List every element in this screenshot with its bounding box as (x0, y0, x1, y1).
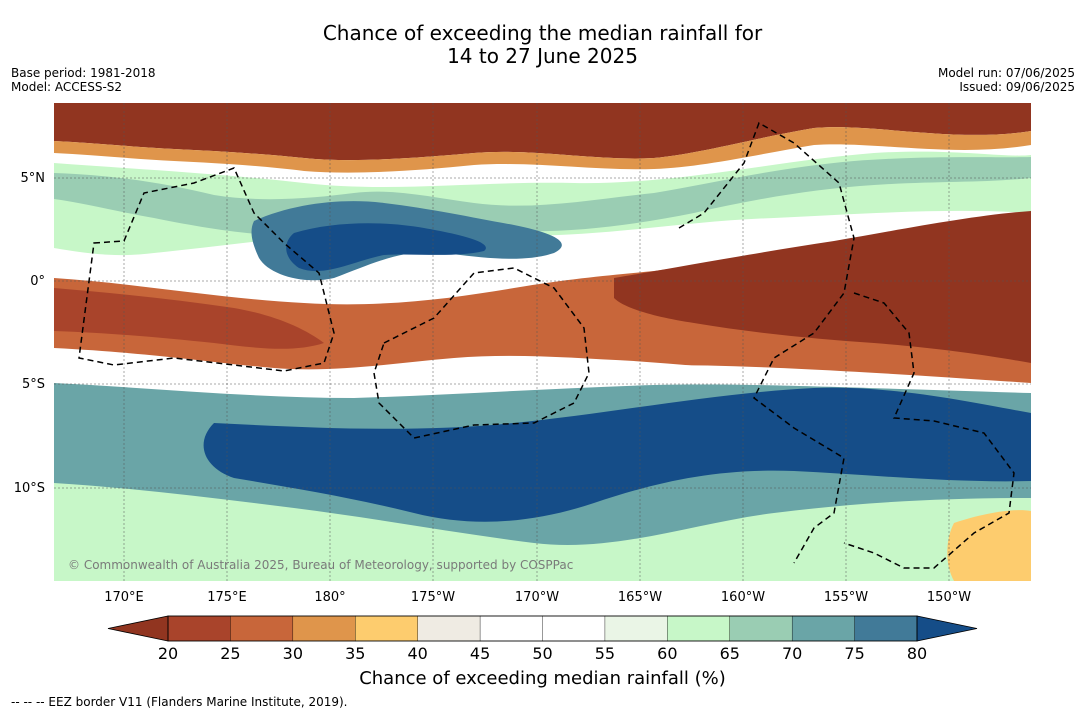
lon-label-160w: 160°W (720, 590, 766, 605)
eez-kiribati-gilbert (78, 167, 335, 372)
colorbar-tick-label: 45 (469, 644, 491, 663)
colorbar-label: Chance of exceeding median rainfall (%) (359, 668, 726, 689)
band-south-green (54, 483, 1031, 581)
lon-label-165w: 165°W (617, 590, 663, 605)
colorbar-tick-label: 60 (657, 644, 678, 663)
lon-label-150w: 150°W (926, 590, 972, 605)
issued-date: Issued: 09/06/2025 (959, 80, 1075, 94)
colorbar-segment (729, 615, 793, 642)
model-run: Model run: 07/06/2025 (937, 66, 1075, 80)
chart-title-line2: 14 to 27 June 2025 (447, 44, 638, 68)
colorbar-segment (417, 615, 481, 642)
lon-label-170e: 170°E (104, 590, 144, 605)
lat-label-0: 0° (30, 274, 45, 289)
meta-left: Base period: 1981-2018 Model: ACCESS-S2 (11, 66, 156, 94)
lon-label-180: 180° (314, 590, 346, 605)
lat-label-5s: 5°S (21, 377, 45, 392)
band-equatorial-darkdry (614, 211, 1031, 363)
colorbar-segment (167, 615, 232, 642)
colorbar-tick-label: 35 (345, 644, 366, 663)
meta-right: Model run: 07/06/2025 Issued: 09/06/2025 (938, 66, 1075, 94)
colorbar-tick-label: 80 (906, 644, 928, 663)
eez-footnote: -- -- -- EEZ border V11 (Flanders Marine… (11, 695, 348, 709)
rainfall-map (54, 103, 1031, 581)
band-north-dry-edge (54, 127, 1031, 173)
colorbar-tick-label: 50 (532, 644, 553, 663)
lat-label-10s: 10°S (13, 481, 45, 496)
colorbar-segment (542, 615, 606, 642)
colorbar-tick-label: 65 (719, 644, 740, 663)
colorbar-segment (479, 615, 544, 642)
lon-label-170w: 170°W (514, 590, 560, 605)
colorbar-segment (791, 615, 856, 642)
colorbar-under-arrow (107, 615, 169, 642)
rainfall-map-svg (54, 103, 1031, 581)
eez-borders (78, 121, 1015, 569)
colorbar-over-arrow (916, 615, 978, 642)
colorbar-tick-label: 20 (157, 644, 179, 663)
colorbar-tick-label: 75 (844, 644, 865, 663)
band-north-deepblue (286, 223, 486, 272)
colorbar-tick-label: 40 (407, 644, 428, 663)
band-equatorial-west-dry (54, 288, 324, 349)
eez-kiribati-phoenix (373, 267, 590, 439)
colorbar-tick-label: 70 (781, 644, 803, 663)
colorbar-segment (604, 615, 669, 642)
band-southeast-dry (947, 510, 1031, 581)
model-name: Model: ACCESS-S2 (11, 80, 123, 94)
lon-label-155w: 155°W (823, 590, 869, 605)
colorbar-frame (167, 615, 918, 642)
lat-label-5n: 5°N (20, 171, 46, 186)
colorbar-segment (667, 615, 731, 642)
colorbar-tick-label: 30 (282, 644, 303, 663)
band-north-dry (54, 103, 1031, 161)
colorbar-segment (292, 615, 356, 642)
graticule (54, 103, 1031, 581)
chart-title-line1: Chance of exceeding the median rainfall … (322, 21, 763, 45)
colorbar-segments (167, 615, 918, 642)
base-period: Base period: 1981-2018 (11, 66, 156, 80)
eez-cook-polynesia (843, 292, 1015, 569)
colorbar-tick-label: 55 (594, 644, 616, 663)
colorbar-segment (230, 615, 294, 642)
colorbar-segment (355, 615, 419, 642)
eez-kiribati-line (678, 121, 855, 564)
lon-label-175w: 175°W (410, 590, 456, 605)
copyright-notice: © Commonwealth of Australia 2025, Bureau… (68, 558, 574, 572)
colorbar-segment (854, 615, 918, 642)
lon-label-175e: 175°E (207, 590, 247, 605)
colorbar-tick-label: 25 (220, 644, 241, 663)
